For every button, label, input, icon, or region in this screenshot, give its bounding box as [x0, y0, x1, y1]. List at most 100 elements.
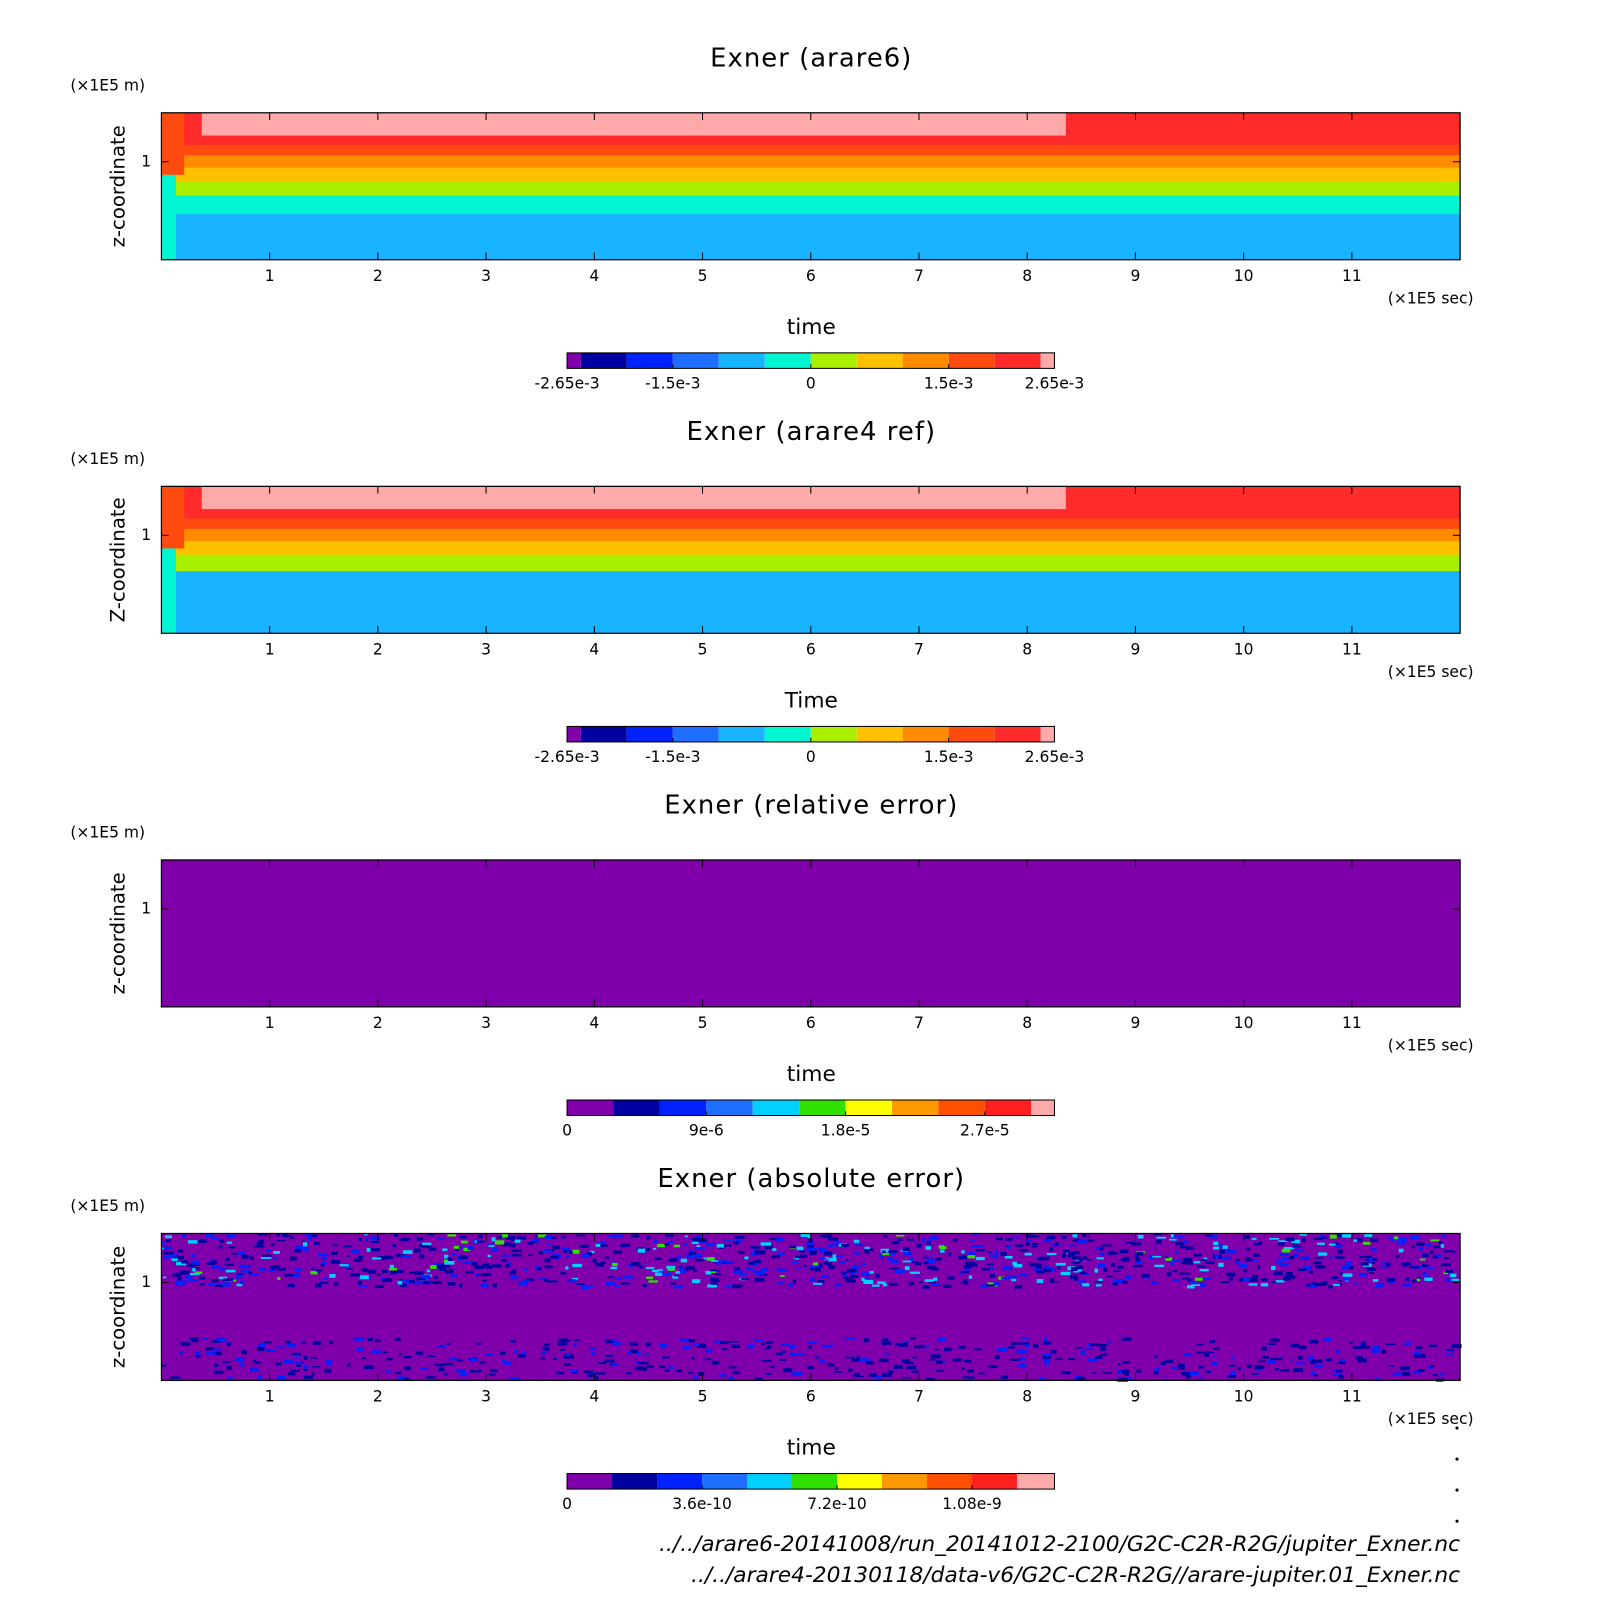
speckle — [1044, 1362, 1050, 1365]
speckle — [389, 1267, 397, 1271]
speckle — [583, 1370, 593, 1374]
speckle — [357, 1280, 363, 1285]
speckle — [438, 1237, 445, 1240]
speckle — [993, 1282, 1000, 1286]
speckle — [455, 1249, 459, 1252]
speckle — [565, 1266, 569, 1270]
speckle — [675, 1271, 681, 1274]
speckle — [188, 1279, 199, 1282]
speckle — [1422, 1253, 1429, 1258]
speckle — [1416, 1242, 1425, 1246]
speckle — [912, 1356, 917, 1359]
speckle — [184, 1275, 193, 1279]
speckle — [691, 1356, 695, 1360]
speckle — [909, 1271, 920, 1274]
colorbar-tick-label: 2.65e-3 — [1025, 374, 1085, 392]
speckle — [1121, 1369, 1130, 1374]
speckle — [1200, 1259, 1208, 1261]
speckle — [806, 1244, 814, 1248]
speckle — [809, 1250, 817, 1255]
speckle — [211, 1261, 217, 1264]
speckle — [563, 1250, 568, 1253]
speckle — [1319, 1235, 1324, 1239]
speckle — [218, 1245, 223, 1249]
speckle — [224, 1257, 230, 1262]
speckle — [819, 1263, 823, 1268]
x-axis-label: time — [787, 1436, 836, 1461]
speckle — [910, 1337, 916, 1340]
speckle — [865, 1361, 875, 1365]
speckle — [1411, 1279, 1417, 1283]
speckle — [1283, 1247, 1294, 1250]
speckle — [552, 1245, 560, 1250]
speckle — [1334, 1233, 1342, 1238]
x-tick-label: 10 — [1234, 267, 1254, 285]
speckle — [1365, 1259, 1369, 1261]
colorbar-frame — [566, 1099, 1055, 1117]
speckle — [1281, 1369, 1290, 1372]
speckle — [1031, 1245, 1038, 1248]
speckle — [476, 1240, 485, 1243]
speckle — [226, 1241, 233, 1244]
speckle — [205, 1347, 215, 1351]
speckle — [1178, 1368, 1185, 1370]
speckle — [425, 1376, 436, 1379]
speckle — [218, 1276, 228, 1280]
speckle — [731, 1344, 741, 1348]
speckle — [574, 1339, 580, 1342]
speckle — [448, 1357, 458, 1361]
speckle — [734, 1267, 741, 1271]
speckle — [1097, 1263, 1105, 1268]
speckle — [610, 1339, 616, 1342]
speckle — [691, 1241, 699, 1244]
speckle — [462, 1260, 473, 1264]
speckle — [912, 1261, 918, 1263]
speckle — [501, 1359, 506, 1363]
speckle — [1258, 1241, 1263, 1245]
speckle — [1440, 1263, 1451, 1267]
speckle — [971, 1245, 981, 1248]
speckle — [430, 1265, 440, 1269]
speckle — [926, 1240, 931, 1245]
speckle — [686, 1339, 696, 1343]
speckle — [250, 1256, 254, 1260]
speckle — [565, 1353, 571, 1357]
speckle — [839, 1261, 846, 1264]
speckle — [1421, 1264, 1428, 1267]
speckle — [214, 1363, 219, 1368]
speckle — [824, 1251, 833, 1256]
colorbar-tick-label: 0 — [562, 1495, 572, 1513]
x-tick-label: 10 — [1234, 640, 1254, 658]
speckle — [400, 1283, 407, 1288]
speckle — [162, 1276, 167, 1279]
speckle — [1141, 1274, 1150, 1279]
speckle — [447, 1257, 453, 1261]
speckle — [1271, 1265, 1276, 1270]
speckle — [556, 1371, 564, 1375]
speckle — [1340, 1359, 1346, 1362]
speckle — [1232, 1371, 1236, 1374]
speckle — [434, 1275, 438, 1280]
speckle — [1038, 1257, 1046, 1261]
speckle — [952, 1358, 962, 1362]
speckle — [485, 1353, 493, 1356]
speckle — [1112, 1282, 1118, 1286]
speckle — [942, 1360, 947, 1363]
colorbar-tick-label: 1.5e-3 — [924, 748, 974, 766]
speckle — [1122, 1360, 1131, 1364]
speckle — [435, 1280, 441, 1284]
speckle — [371, 1350, 381, 1354]
speckle — [611, 1262, 618, 1267]
speckle — [1122, 1281, 1129, 1284]
speckle — [754, 1377, 763, 1380]
speckle — [853, 1239, 860, 1243]
speckle — [1329, 1256, 1333, 1259]
speckle — [823, 1261, 828, 1265]
speckle — [1197, 1265, 1207, 1268]
speckle — [1371, 1248, 1377, 1252]
speckle — [1136, 1251, 1144, 1256]
speckle — [646, 1365, 654, 1368]
speckle — [923, 1256, 929, 1259]
speckle — [974, 1348, 983, 1351]
speckle — [862, 1262, 866, 1265]
